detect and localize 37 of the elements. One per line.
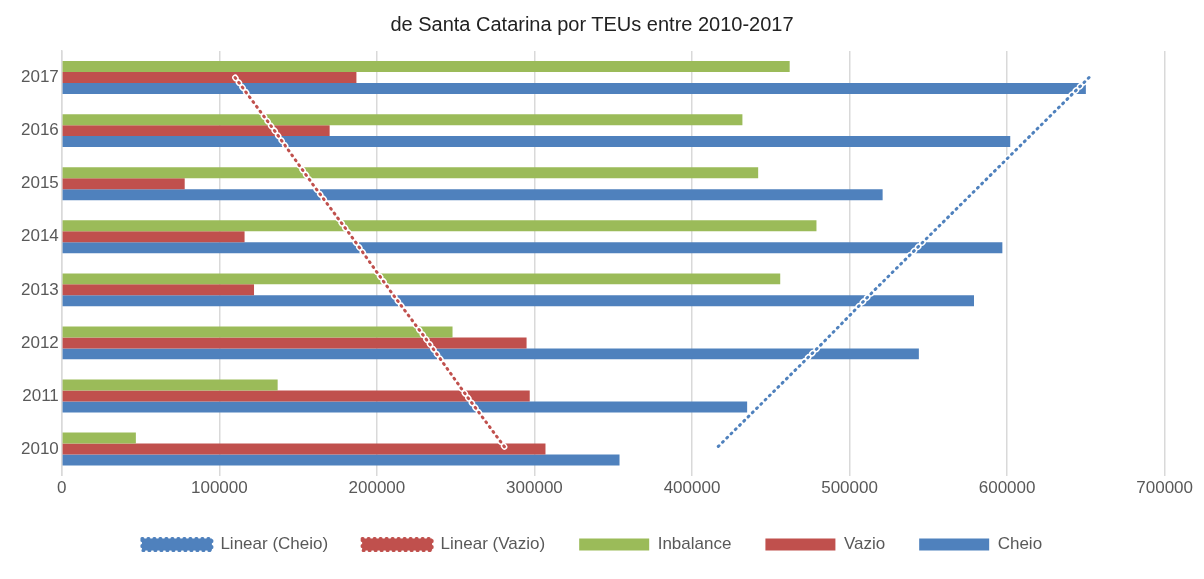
y-tick-label: 2016 <box>20 120 59 140</box>
x-tick-label: 600000 <box>978 478 1036 498</box>
legend-label: Linear (Vazio) <box>440 534 546 554</box>
legend-label: Vazio <box>843 534 886 554</box>
bar <box>62 61 790 73</box>
y-tick-label: 2017 <box>20 67 59 87</box>
x-tick-label: 700000 <box>1136 478 1193 498</box>
bar <box>62 432 136 444</box>
bar <box>62 401 748 413</box>
y-tick-label: 2011 <box>22 385 59 405</box>
bar <box>62 273 781 285</box>
legend-label: Cheio <box>997 534 1043 554</box>
bar <box>62 326 453 338</box>
bar <box>62 178 185 190</box>
bar <box>62 167 759 179</box>
x-tick-label: 300000 <box>506 478 563 498</box>
y-tick-label: 2012 <box>20 332 59 352</box>
y-tick-label: 2010 <box>20 438 59 458</box>
bar <box>62 136 1011 148</box>
bar <box>62 284 255 296</box>
bar <box>62 189 883 201</box>
chart-title: de Santa Catarina por TEUs entre 2010-2017 <box>390 12 794 35</box>
y-tick-label: 2014 <box>20 226 59 246</box>
legend-label: Linear (Cheio) <box>220 534 329 554</box>
bar <box>62 114 743 126</box>
x-tick-label: 100000 <box>191 478 248 498</box>
x-tick-label: 0 <box>57 478 67 498</box>
bar <box>62 454 620 466</box>
y-tick-label: 2013 <box>20 279 59 299</box>
x-tick-label: 500000 <box>821 478 878 498</box>
bar <box>62 379 278 391</box>
bar <box>62 231 245 243</box>
x-tick-label: 200000 <box>348 478 406 498</box>
bar <box>62 220 817 232</box>
legend-label: Inbalance <box>657 534 732 554</box>
x-tick-label: 400000 <box>663 478 721 498</box>
y-tick-label: 2015 <box>20 173 59 193</box>
